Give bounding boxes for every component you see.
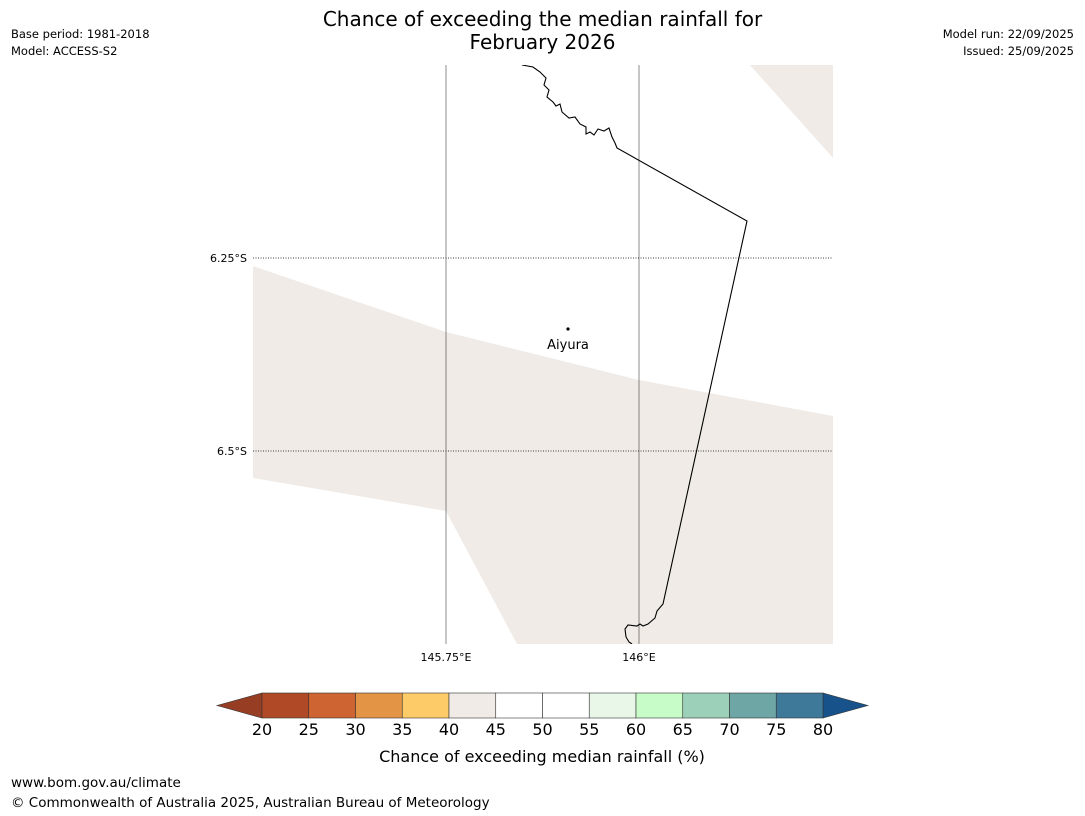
colorbar-tick-label: 60 [626,720,646,739]
colorbar-segment [308,692,356,719]
shaded-region-south [253,266,833,644]
colorbar-segment [261,692,310,719]
colorbar-segment [401,692,450,719]
model-text: Model: ACCESS-S2 [11,44,118,58]
colorbar-segment [542,692,590,719]
colorbar-tick-label: 25 [299,720,319,739]
map-title-line-2: February 2026 [469,30,616,54]
colorbar-tick-label: 80 [813,720,833,739]
colorbar-segment [588,692,637,719]
lat-label-6.5: 6.5°S [217,445,247,458]
colorbar-segment [635,692,684,719]
colorbar-segment [729,692,777,719]
metadata-right: Model run: 22/09/2025 Issued: 25/09/2025 [943,26,1074,60]
issued-text: Issued: 25/09/2025 [963,44,1074,58]
colorbar-extend-high [822,692,870,719]
colorbar: 20 25 30 35 40 45 50 55 60 65 70 75 80 Chance of exc… [215,692,870,766]
colorbar-tick-label: 30 [345,720,365,739]
metadata-left: Base period: 1981-2018 Model: ACCESS-S2 [11,26,150,60]
colorbar-segment [355,692,403,719]
aiyura-marker [566,327,570,331]
lat-label-6.25: 6.25°S [210,252,247,265]
footer-copyright: © Commonwealth of Australia 2025, Austra… [11,795,490,811]
colorbar-tick-label: 20 [252,720,272,739]
colorbar-tick-label: 65 [673,720,693,739]
colorbar-tick-label: 40 [439,720,459,739]
colorbar-tick-label: 50 [532,720,552,739]
colorbar-tick-label: 55 [579,720,599,739]
map-title-line-1: Chance of exceeding the median rainfall … [322,7,763,31]
colorbar-tick-label: 35 [392,720,412,739]
model-run-text: Model run: 22/09/2025 [942,27,1074,41]
map-panel: Aiyura [253,65,833,644]
colorbar-ticks: 20 25 30 35 40 45 50 55 60 65 70 75 80 [252,720,833,739]
lon-label-146: 146°E [622,651,655,664]
shaded-region-top-right [750,65,833,158]
colorbar-segment [682,692,730,719]
colorbar-segment [775,692,824,719]
colorbar-label: Chance of exceeding median rainfall (%) [379,747,705,766]
lon-label-145.75: 145.75°E [421,651,472,664]
colorbar-tick-label: 45 [486,720,506,739]
colorbar-extend-low [215,692,263,719]
boundary-line [521,65,748,644]
aiyura-label: Aiyura [547,338,589,353]
base-period-text: Base period: 1981-2018 [11,27,150,41]
footer-url: www.bom.gov.au/climate [11,775,181,791]
colorbar-tick-label: 75 [766,720,786,739]
colorbar-segments [261,692,824,719]
colorbar-tick-label: 70 [719,720,739,739]
colorbar-segment [448,692,497,719]
colorbar-segment [495,692,543,719]
